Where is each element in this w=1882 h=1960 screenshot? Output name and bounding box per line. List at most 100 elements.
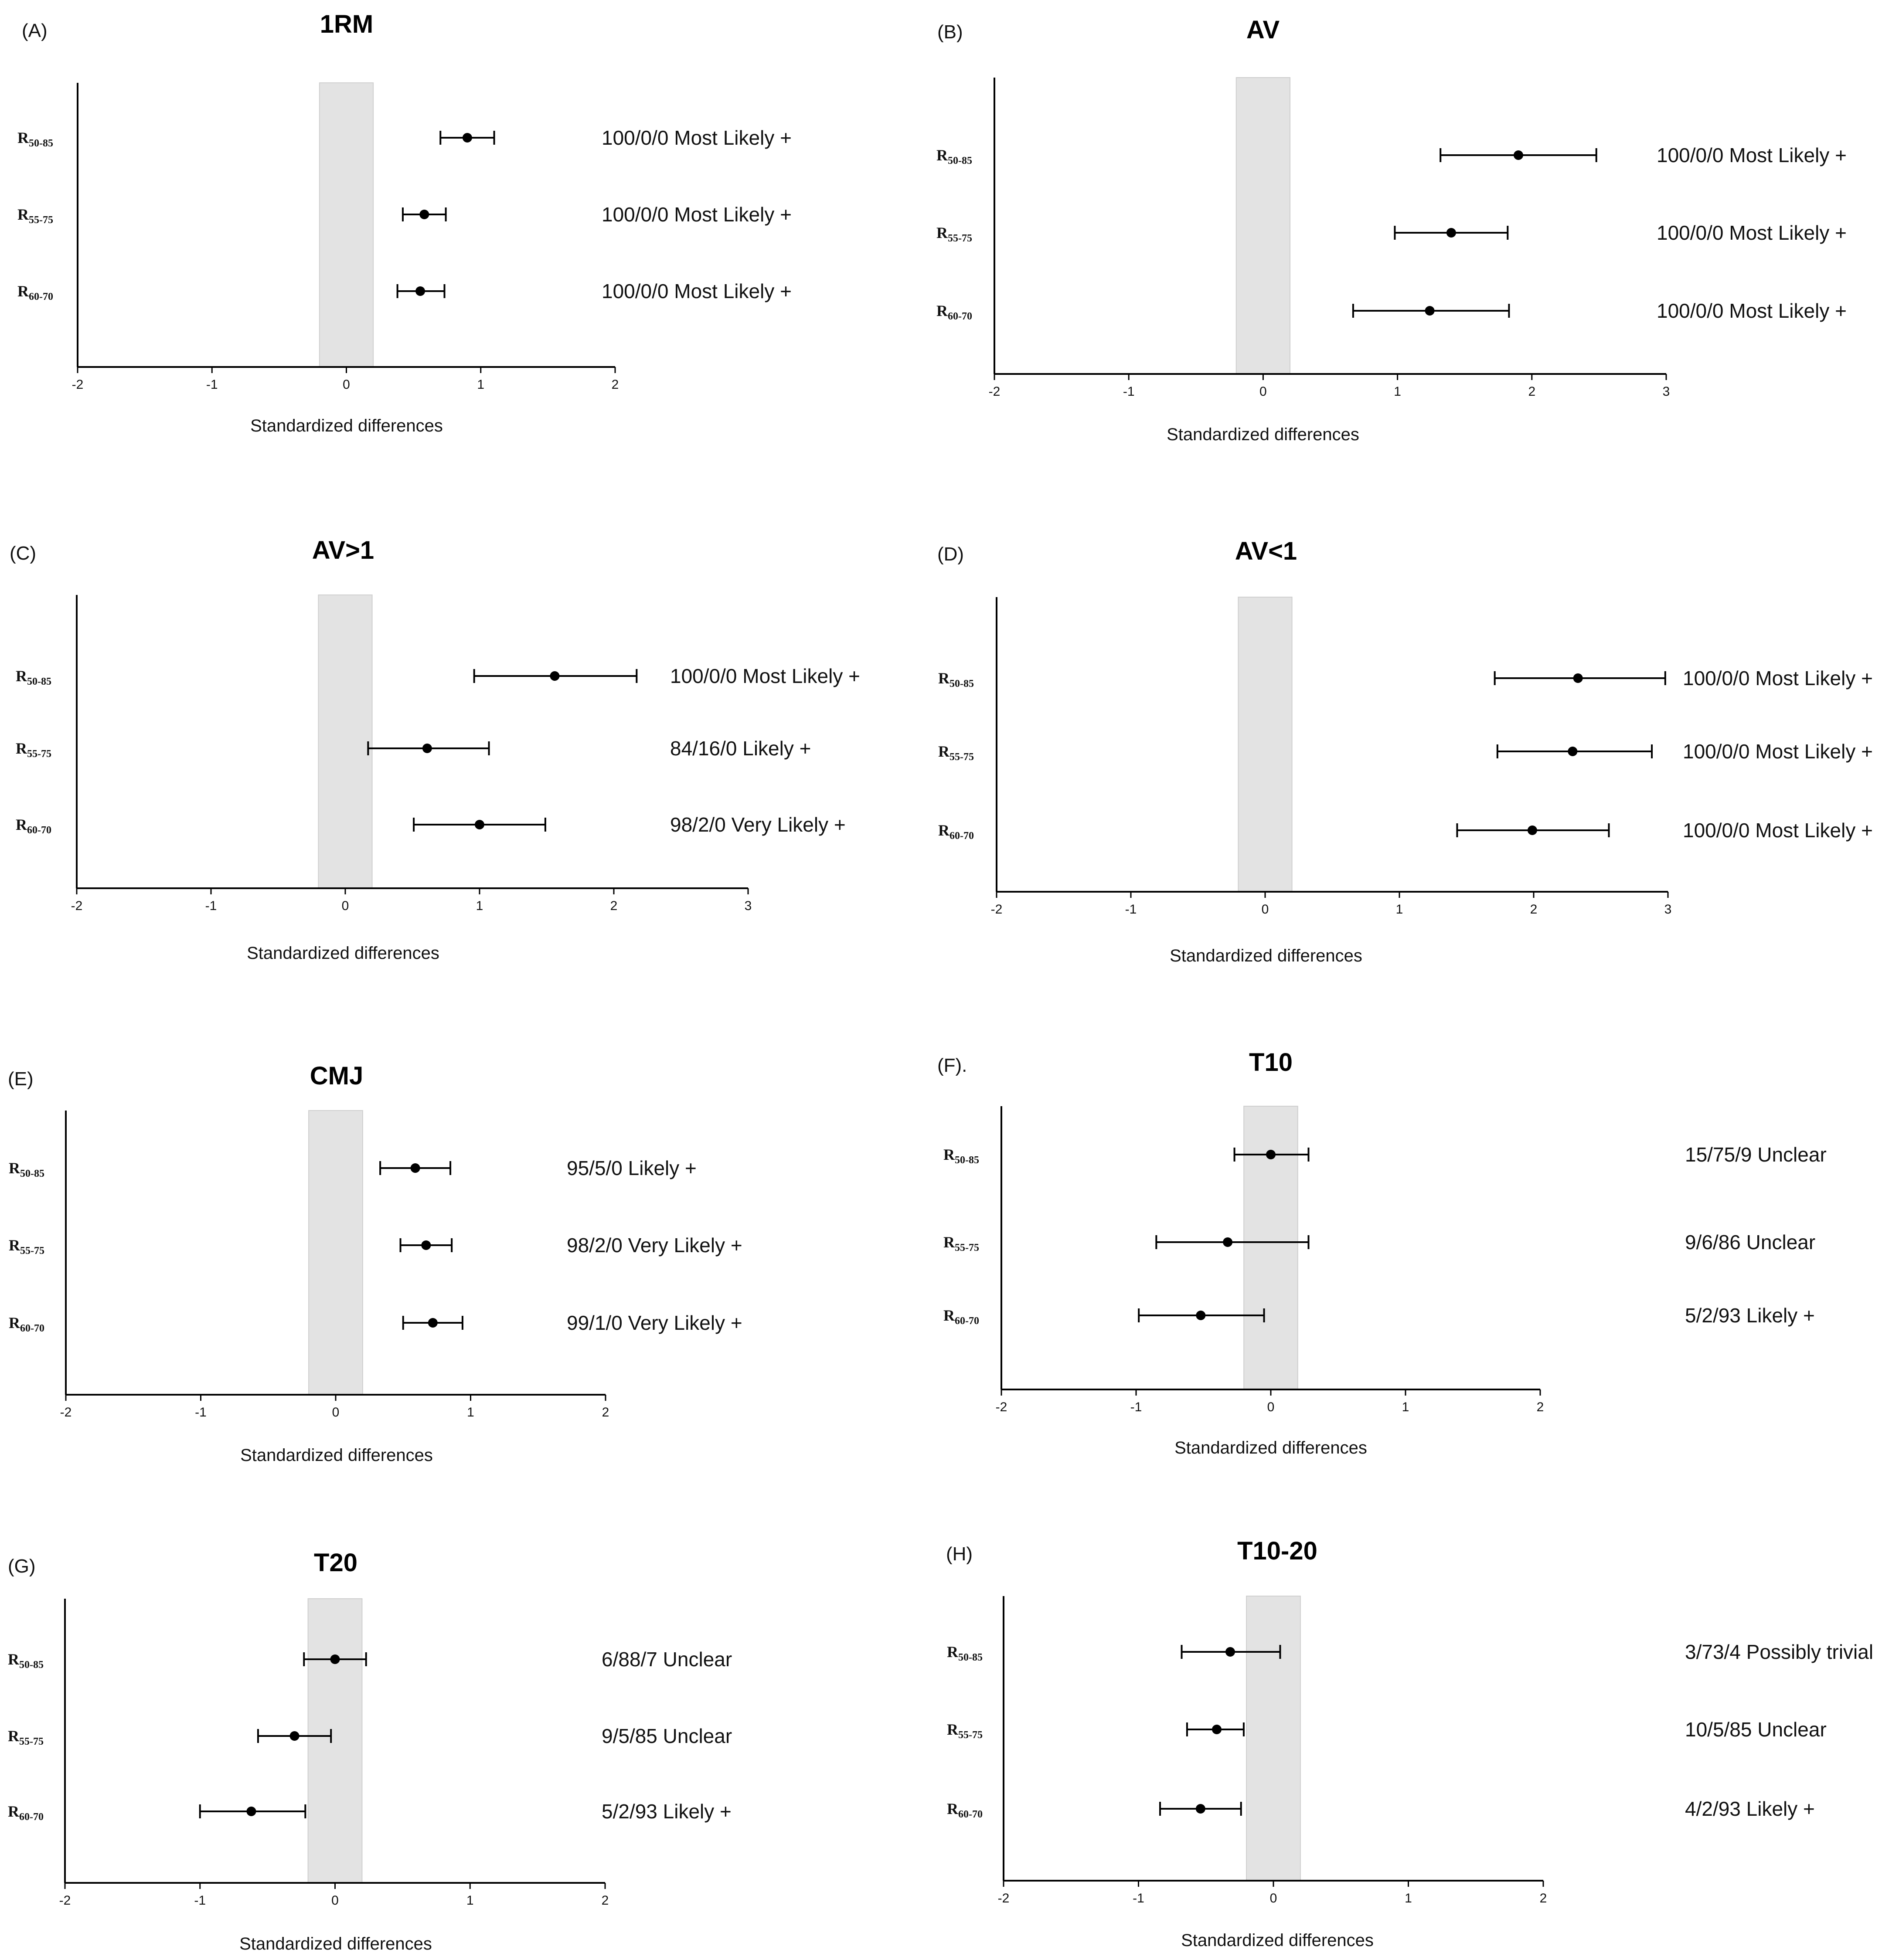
x-tick-label: 1: [477, 377, 484, 392]
row-label: R50-85: [943, 1146, 979, 1166]
trivial-band: [1246, 1596, 1301, 1881]
row-annotation: 5/2/93 Likely +: [602, 1800, 732, 1823]
row-label-main: R: [9, 1314, 20, 1332]
row-label: R55-75: [17, 206, 53, 226]
x-tick-label: -2: [72, 377, 84, 392]
x-tick-label: -2: [59, 1893, 71, 1908]
x-tick-label: -1: [1130, 1400, 1142, 1414]
x-axis-label: Standardized differences: [250, 416, 443, 435]
x-tick-label: 2: [1528, 384, 1535, 399]
row-annotation: 9/5/85 Unclear: [602, 1725, 732, 1747]
row-label-sub: 55-75: [20, 1245, 44, 1257]
effect-point: [246, 1807, 256, 1816]
row-annotation: 3/73/4 Possibly trivial: [1685, 1641, 1873, 1663]
row-label-main: R: [947, 1643, 959, 1661]
effect-point: [1446, 228, 1456, 238]
x-tick-label: 0: [1262, 902, 1269, 917]
forest-row: R55-75 84/16/0 Likely +: [16, 737, 811, 760]
row-label: R55-75: [8, 1727, 44, 1747]
panel-title: AV>1: [312, 536, 374, 564]
row-label: R60-70: [16, 816, 51, 836]
row-label: R50-85: [947, 1643, 983, 1663]
row-label-main: R: [943, 1233, 955, 1251]
effect-point: [475, 820, 484, 829]
forest-row: R55-75 9/6/86 Unclear: [943, 1231, 1815, 1253]
x-tick-label: 1: [1402, 1400, 1409, 1414]
row-label: R55-75: [947, 1721, 983, 1741]
x-tick-label: -2: [989, 384, 1001, 399]
x-tick-label: 1: [1394, 384, 1401, 399]
forest-row: R50-85 15/75/9 Unclear: [943, 1143, 1827, 1166]
x-tick-label: -2: [71, 899, 83, 913]
row-annotation: 100/0/0 Most Likely +: [602, 280, 792, 302]
trivial-band: [319, 82, 374, 367]
row-label: R55-75: [16, 740, 51, 760]
panel-label: (B): [937, 21, 963, 43]
row-label: R50-85: [8, 1651, 44, 1671]
row-annotation: 100/0/0 Most Likely +: [1657, 221, 1847, 244]
forest-row: R60-70 5/2/93 Likely +: [943, 1304, 1815, 1327]
forest-row: R55-75 100/0/0 Most Likely +: [17, 203, 792, 226]
row-annotation: 100/0/0 Most Likely +: [602, 203, 792, 226]
trivial-band: [1238, 597, 1293, 892]
x-tick-label: 3: [1664, 902, 1672, 917]
forest-row: R50-85 95/5/0 Likely +: [9, 1157, 697, 1179]
x-tick-label: 0: [1270, 1891, 1277, 1906]
forest-row: R60-70 4/2/93 Likely +: [947, 1797, 1815, 1820]
effect-point: [1568, 747, 1578, 756]
panel-h: (H) T10-20 -2 -1 0 1 2 Standardized differences…: [946, 1537, 1873, 1950]
row-annotation: 4/2/93 Likely +: [1685, 1797, 1815, 1820]
row-annotation: 99/1/0 Very Likely +: [567, 1311, 742, 1334]
x-tick-label: -2: [991, 902, 1003, 917]
x-tick-label: 2: [1540, 1891, 1547, 1906]
row-label-main: R: [16, 740, 27, 757]
effect-point: [1425, 306, 1435, 316]
row-label-sub: 55-75: [955, 1242, 979, 1253]
x-tick-label: 1: [1405, 1891, 1412, 1906]
effect-point: [1527, 825, 1537, 835]
row-label-main: R: [16, 667, 27, 685]
x-tick-label: -1: [205, 899, 217, 913]
row-label-main: R: [17, 129, 29, 146]
x-tick-label: 2: [602, 1893, 609, 1908]
forest-row: R60-70 98/2/0 Very Likely +: [16, 813, 846, 836]
x-tick-label: 1: [476, 899, 483, 913]
row-label: R55-75: [936, 224, 972, 244]
forest-row: R60-70 100/0/0 Most Likely +: [17, 280, 792, 302]
panel-title: 1RM: [320, 10, 373, 38]
row-annotation: 10/5/85 Unclear: [1685, 1718, 1827, 1741]
row-label-main: R: [938, 743, 950, 760]
row-label: R55-75: [938, 743, 974, 763]
effect-point: [415, 286, 425, 296]
effect-point: [1195, 1804, 1205, 1814]
panel-label: (D): [937, 544, 964, 565]
panel-title: AV<1: [1235, 537, 1297, 565]
forest-row: R55-75 9/5/85 Unclear: [8, 1725, 732, 1747]
row-label-sub: 50-85: [950, 678, 974, 690]
row-label-main: R: [938, 822, 950, 839]
row-label: R50-85: [16, 667, 51, 687]
row-label-sub: 60-70: [27, 825, 51, 836]
panel-c: (C) AV>1 -2 -1 0 1 2 3 Standardized differences R…: [10, 536, 860, 963]
x-axis-label: Standardized differences: [1174, 1438, 1367, 1457]
effect-point: [1513, 150, 1523, 160]
row-label-sub: 55-75: [958, 1729, 983, 1741]
row-label-sub: 60-70: [955, 1315, 979, 1327]
effect-point: [550, 671, 560, 681]
effect-point: [1266, 1150, 1276, 1159]
row-label-main: R: [943, 1146, 955, 1163]
forest-row: R55-75 100/0/0 Most Likely +: [938, 740, 1873, 763]
x-tick-label: -1: [1125, 902, 1137, 917]
x-tick-label: 2: [612, 377, 619, 392]
row-annotation: 5/2/93 Likely +: [1685, 1304, 1815, 1327]
row-label: R60-70: [9, 1314, 44, 1334]
row-label: R50-85: [9, 1159, 44, 1179]
effect-point: [1196, 1311, 1206, 1320]
row-annotation: 100/0/0 Most Likely +: [602, 126, 792, 149]
row-label-main: R: [8, 1727, 20, 1745]
row-label: R50-85: [17, 129, 53, 149]
trivial-band: [318, 594, 373, 889]
